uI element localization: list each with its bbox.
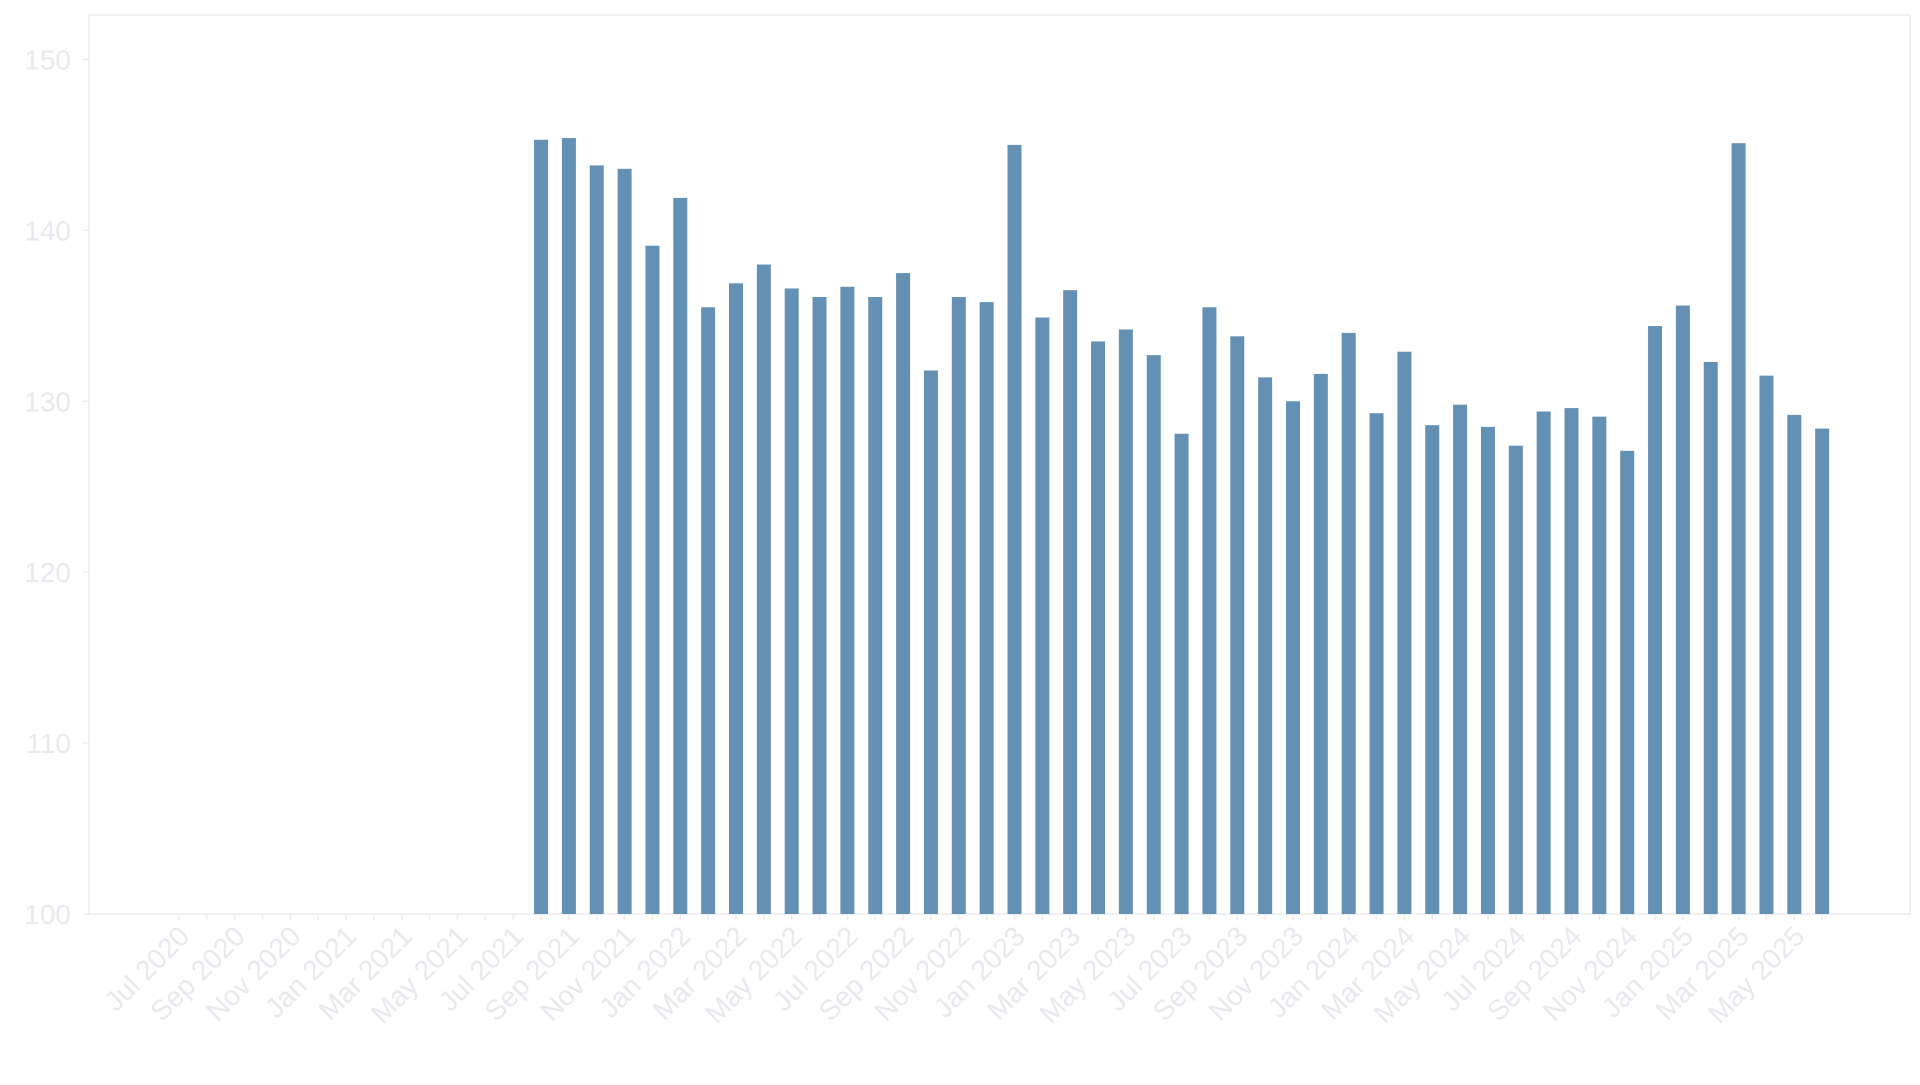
bar: [1397, 351, 1412, 914]
bar: [1425, 425, 1440, 914]
bar: [1480, 426, 1495, 914]
bar: [840, 286, 855, 914]
bar: [1369, 413, 1384, 914]
bar: [1313, 373, 1328, 914]
bar: [617, 168, 632, 914]
y-tick-label: 100: [24, 899, 71, 930]
y-tick-label: 110: [26, 728, 71, 759]
bar: [868, 297, 883, 914]
bar: [561, 138, 576, 915]
bar: [756, 264, 771, 914]
y-tick-label: 140: [24, 215, 71, 246]
bar: [1035, 317, 1050, 914]
bar: [673, 197, 688, 915]
bar: [1648, 326, 1663, 915]
bar: [1620, 450, 1635, 914]
bar: [1286, 401, 1300, 915]
bar: [534, 139, 549, 914]
bar: [1703, 361, 1718, 914]
bar: [1787, 414, 1802, 914]
bar: [1174, 433, 1189, 914]
bar: [1536, 411, 1551, 914]
bar: [1202, 307, 1217, 914]
bar: [1341, 332, 1356, 914]
bar: [1258, 377, 1273, 914]
bar: [1592, 416, 1607, 914]
bar: [812, 297, 827, 914]
bar: [645, 245, 660, 914]
bar: [589, 165, 604, 914]
bar: [1508, 445, 1523, 914]
bars: [534, 138, 1830, 915]
bar: [1815, 428, 1830, 914]
bar: [1453, 404, 1468, 914]
y-axis: 100 110 120 130 140 150: [24, 44, 89, 930]
bar: [1091, 341, 1106, 914]
bar: [896, 273, 911, 914]
y-tick-label: 120: [24, 557, 71, 588]
bar: [923, 370, 938, 914]
bar: [1564, 408, 1579, 914]
bar: [951, 297, 966, 914]
y-tick-label: 150: [24, 44, 71, 75]
bar: [979, 302, 994, 915]
bar: [1118, 329, 1133, 914]
bar: [1675, 305, 1690, 914]
bar: [1731, 143, 1746, 914]
bar: [729, 283, 743, 914]
bar: [1759, 375, 1774, 914]
bar: [1063, 290, 1078, 914]
bar: [1146, 355, 1161, 914]
bar: [701, 307, 716, 914]
bar: [1230, 336, 1245, 915]
bar: [784, 288, 799, 914]
y-tick-label: 130: [24, 386, 71, 417]
bar: [1007, 144, 1022, 914]
plot-frame: [88, 14, 1911, 915]
